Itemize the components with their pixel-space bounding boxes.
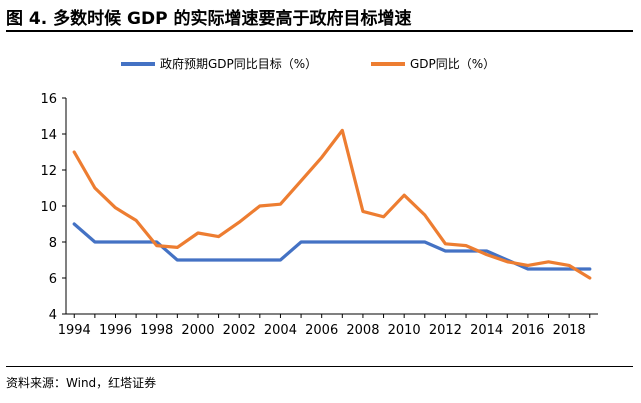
- x-tick-label: 2002: [223, 323, 256, 338]
- line-chart: 政府预期GDP同比目标（%） GDP同比（%） 4 6 8 10 12 14 16 1994 1…: [40, 56, 598, 338]
- y-tick-label: 4: [49, 308, 57, 323]
- series-line-gdp: [72, 128, 592, 280]
- x-tick-label: 2010: [388, 323, 421, 338]
- y-tick-label: 8: [49, 236, 57, 251]
- footer-divider: [6, 366, 633, 367]
- legend-label-gdp: GDP同比（%）: [410, 57, 495, 71]
- legend: 政府预期GDP同比目标（%） GDP同比（%）: [121, 56, 495, 71]
- x-tick-label: 2008: [346, 323, 379, 338]
- y-tick-label: 14: [40, 128, 57, 143]
- y-tick-label: 10: [40, 200, 57, 215]
- x-tick-label: 2014: [470, 323, 503, 338]
- source-label: 资料来源：: [6, 376, 67, 390]
- figure-title: 图 4. 多数时候 GDP 的实际增速要高于政府目标增速: [6, 9, 412, 29]
- x-tick-label: 2000: [181, 323, 214, 338]
- x-tick-label: 2012: [429, 323, 462, 338]
- axes: 4 6 8 10 12 14 16 1994 1996 1998 2000 2002 2004 2006 2…: [40, 92, 598, 338]
- x-tick-label: 2016: [511, 323, 544, 338]
- x-tick-label: 2006: [305, 323, 338, 338]
- y-tick-label: 16: [40, 92, 57, 107]
- y-tick-label: 12: [40, 164, 57, 179]
- x-tick-label: 2018: [553, 323, 586, 338]
- x-tick-label: 2004: [264, 323, 297, 338]
- x-tick-label: 1998: [140, 323, 173, 338]
- y-tick-label: 6: [49, 272, 57, 287]
- legend-label-target: 政府预期GDP同比目标（%）: [160, 56, 317, 71]
- x-tick-label: 1994: [58, 323, 91, 338]
- x-tick-label: 1996: [99, 323, 132, 338]
- title-divider: [6, 30, 633, 32]
- source-note: 资料来源：Wind，红塔证券: [6, 374, 156, 391]
- source-text: Wind，红塔证券: [66, 376, 157, 390]
- series-layer: [72, 128, 592, 280]
